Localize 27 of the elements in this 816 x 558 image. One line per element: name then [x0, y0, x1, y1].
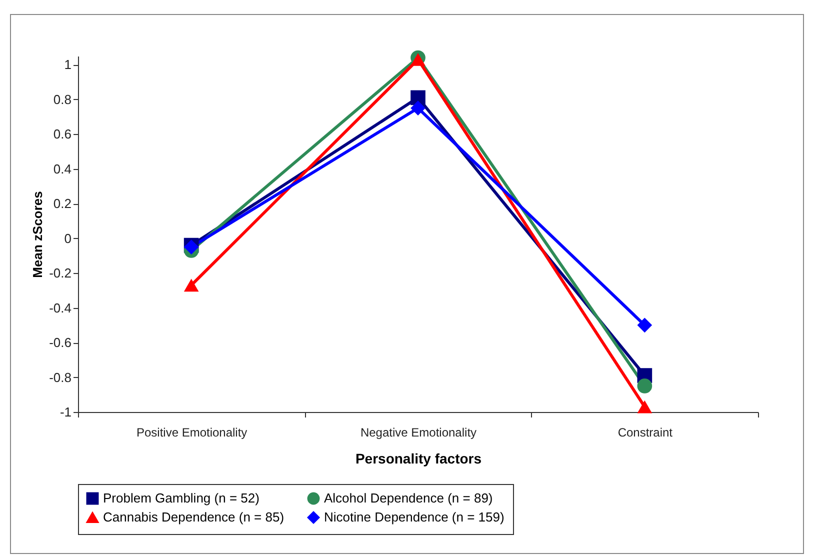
x-axis-title: Personality factors	[355, 450, 482, 466]
y-tick-label: 0.4	[53, 161, 72, 176]
y-tick-label: 0.6	[53, 126, 72, 142]
point	[637, 400, 652, 414]
point	[637, 378, 652, 394]
y-tick-label: 1	[64, 57, 72, 72]
y-tick-label: 0	[64, 230, 72, 246]
legend-label: Nicotine Dependence (n = 159)	[324, 510, 504, 524]
y-tick-label: 0.2	[53, 196, 72, 212]
point	[410, 100, 426, 116]
y-axis-title: Mean zScores	[30, 191, 46, 278]
point	[184, 278, 199, 292]
y-tick-label: 0.8	[53, 92, 72, 107]
x-tick-label: Negative Emotionality	[360, 426, 477, 440]
legend-label: Alcohol Dependence (n = 89)	[324, 490, 493, 506]
y-tick-label: -1	[60, 404, 72, 420]
y-tick-label: -0.6	[49, 335, 72, 350]
x-tick-label: Constraint	[618, 426, 674, 440]
x-tick-label: Positive Emotionality	[136, 426, 248, 440]
point	[410, 90, 426, 106]
y-tick-label: -0.4	[49, 300, 72, 316]
y-tick-label: -0.2	[49, 266, 72, 281]
y-tick-label: -0.8	[49, 370, 72, 385]
point	[637, 318, 652, 333]
legend-label: Problem Gambling (n = 52)	[103, 490, 260, 506]
point	[410, 53, 426, 66]
legend-label: Cannabis Dependence (n = 85)	[103, 510, 284, 524]
